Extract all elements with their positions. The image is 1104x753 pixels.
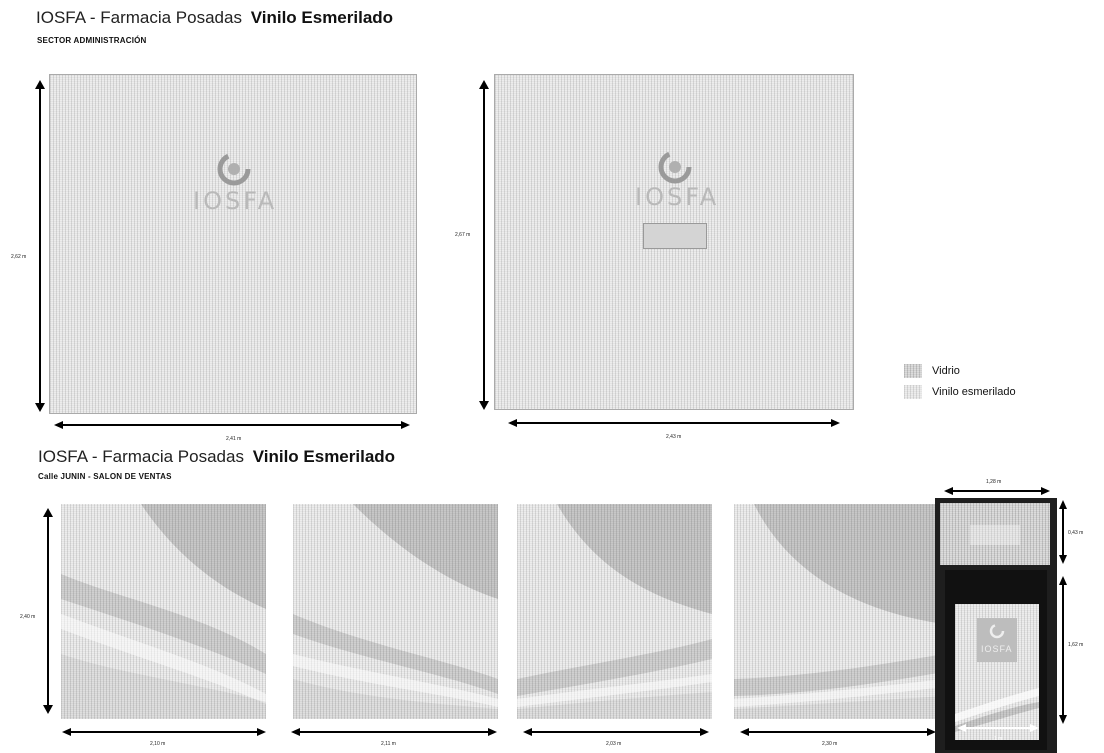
wave-graphic	[517, 504, 712, 719]
wave-panel-1	[61, 504, 266, 719]
section1-brand: IOSFA - Farmacia Posadas	[36, 8, 242, 27]
section2-brand: IOSFA - Farmacia Posadas	[38, 447, 244, 466]
legend-label: Vidrio	[932, 365, 960, 377]
iosfa-logo-mark-icon	[989, 623, 1005, 639]
street-panel1-height-label: 2,40 m	[20, 614, 36, 620]
street-panel3-width-label: 2,03 m	[606, 741, 622, 747]
door-lower-width-label: 1 m	[994, 736, 1003, 742]
dimension-arrow-horizontal-icon	[291, 728, 497, 736]
section2-product: Vinilo Esmerilado	[252, 447, 396, 466]
iosfa-logo-mark-icon	[208, 149, 260, 191]
panel1-width-label: 2,41 m	[226, 436, 242, 442]
wave-graphic	[293, 504, 498, 719]
street-panel2-width-label: 2,11 m	[381, 741, 396, 747]
legend-item-vinilo: Vinilo esmerilado	[904, 385, 1016, 399]
wave-graphic	[61, 504, 266, 719]
wave-graphic	[734, 504, 944, 719]
dimension-arrow-vertical-icon	[43, 508, 53, 714]
panel2-width-label: 2,43 m	[666, 434, 682, 440]
wave-graphic	[955, 688, 1039, 732]
door-glass-panel: IOSFA	[955, 604, 1039, 740]
dimension-arrow-vertical-icon	[35, 80, 45, 412]
section2-title: IOSFA - Farmacia Posadas Vinilo Esmerila…	[38, 447, 395, 467]
door-logo-badge: IOSFA	[977, 618, 1017, 662]
frosted-panel-admin-1: IOSFA	[49, 74, 417, 414]
legend-swatch-vidrio	[904, 364, 922, 378]
section1-product: Vinilo Esmerilado	[250, 8, 394, 27]
legend-swatch-vinilo	[904, 385, 922, 399]
street-panel1-width-label: 2,10 m	[150, 741, 166, 747]
section2-subtitle: Calle JUNIN - SALON DE VENTAS	[38, 472, 172, 481]
logo-text: IOSFA	[193, 187, 278, 215]
schedule-plate	[970, 525, 1020, 545]
wave-panel-3	[517, 504, 712, 719]
iosfa-logo-mark-icon	[649, 147, 701, 189]
door-logo-text: IOSFA	[981, 644, 1013, 654]
wave-panel-2	[293, 504, 498, 719]
section1-subtitle: SECTOR ADMINISTRACIÓN	[37, 36, 147, 45]
dimension-arrow-vertical-icon	[479, 80, 489, 410]
street-panel4-width-label: 2,30 m	[822, 741, 838, 747]
door-top-height-label: 0,43 m	[1068, 530, 1084, 536]
logo-text: IOSFA	[635, 183, 720, 211]
dimension-arrow-horizontal-icon	[740, 728, 936, 736]
wave-panel-4	[734, 504, 944, 719]
info-plate	[643, 223, 707, 249]
dimension-arrow-vertical-icon	[1059, 500, 1067, 564]
frosted-panel-admin-2: IOSFA	[494, 74, 854, 410]
dimension-arrow-horizontal-icon	[54, 421, 410, 429]
dimension-arrow-horizontal-icon	[944, 487, 1050, 495]
legend: Vidrio Vinilo esmerilado	[904, 364, 1016, 399]
dimension-arrow-horizontal-icon	[957, 724, 1039, 732]
legend-item-vidrio: Vidrio	[904, 364, 1016, 378]
dimension-arrow-horizontal-icon	[508, 419, 840, 427]
door-lower-height-label: 1,62 m	[1068, 642, 1084, 648]
legend-label: Vinilo esmerilado	[932, 386, 1016, 398]
section1-title: IOSFA - Farmacia Posadas Vinilo Esmerila…	[36, 8, 393, 28]
panel1-height-label: 2,62 m	[11, 254, 27, 260]
door-top-width-label: 1,28 m	[986, 479, 1002, 485]
door-top-panel	[940, 503, 1050, 565]
door-frame: IOSFA	[935, 498, 1057, 753]
door-leaf: IOSFA	[945, 570, 1047, 750]
dimension-arrow-vertical-icon	[1059, 576, 1067, 724]
panel2-height-label: 2,67 m	[455, 232, 471, 238]
dimension-arrow-horizontal-icon	[523, 728, 709, 736]
dimension-arrow-horizontal-icon	[62, 728, 266, 736]
